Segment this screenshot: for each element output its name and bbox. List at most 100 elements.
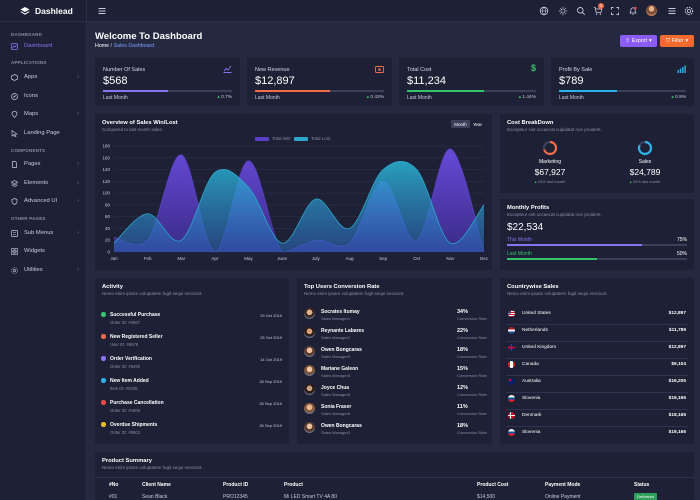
user-rate: 11% [457,404,468,410]
y-tick-label: 60 [105,214,111,219]
list-item[interactable]: Order Verification Order ID: #6290 14 Oct … [95,354,289,374]
user-rate-label: Conversion Rate [457,335,487,340]
sun-icon[interactable] [558,6,568,16]
sidebar-item-sub-menus[interactable]: Sub Menus › [0,227,87,239]
avatar [304,422,315,433]
activity-sub-text: User ID: #8976 [110,342,139,347]
stat-change: ▴ 1.44% [519,95,536,100]
brand[interactable]: Dashlead [0,0,86,22]
y-tick-label: 40 [105,226,111,231]
hamburger-menu-icon[interactable] [97,6,107,16]
stat-change: ▴ 0.43% [367,95,384,100]
status-dot [101,356,106,361]
list-item[interactable]: Joyce Chua Sales Manager5 12% Conversion Ra… [297,384,492,404]
tab-year[interactable]: Year [472,121,483,127]
sidebar-item-landing-page[interactable]: Landing Page [0,127,87,139]
country-value: $19,165 [668,396,686,401]
sidebar-item-label: Sub Menus [24,230,54,236]
legend-swatch-win [255,137,269,141]
sales-donut [637,140,653,156]
cost-subtitle: Excepteur sint occaecat cupidatat non pr… [507,127,602,132]
sidebar-item-label: Dashboard [24,43,53,49]
activity-date: 25 Sep 2019 [259,401,282,406]
list-item[interactable]: Successful Purchase Order ID: #4567 29 Oct… [95,310,289,330]
list-item[interactable]: Sonia Fraser Sales Manager6 11% Conversion … [297,403,492,423]
sidebar-item-apps[interactable]: Apps › [0,71,87,83]
gear-icon[interactable] [684,6,694,16]
user-avatar[interactable] [646,5,657,16]
sidebar-item-elements[interactable]: Elements › [0,177,87,189]
sidebar-item-label: Advanced UI [24,198,58,204]
list-item[interactable]: Reynante Labares Sales Manager2 22% Convers… [297,327,492,347]
activity-date: 28 Sep 2019 [259,379,282,384]
list-item[interactable]: United States $12,897 [500,309,694,326]
list-item[interactable]: Denmark $18,165 [500,411,694,428]
dashboard-icon [11,42,18,50]
nav-caption-dashboard: DASHBOARD [11,32,43,37]
stat-title: Total Cost [407,67,432,73]
chevron-right-icon: › [77,161,79,167]
list-item[interactable]: Owen Bongcaras Sales Manager3 18% Conversio… [297,346,492,366]
sidebar-item-label: Elements [24,180,49,186]
table-header-no: #No [109,482,119,488]
y-tick-label: 100 [102,191,110,196]
list-item[interactable]: Slovenia $19,165 [500,428,694,445]
sidebar-item-pages[interactable]: Pages › [0,158,87,170]
profit-subtitle: Excepteur sint occaecat cupidatat non pr… [507,212,602,217]
stat-foot: Last Month [255,95,280,101]
marketing-foot: ▴ 34% last month [520,179,580,184]
sidebar-item-maps[interactable]: Maps › [0,108,87,120]
overview-title: Overview of Sales Win/Lost [102,120,178,126]
globe-icon[interactable] [539,6,549,16]
list-menu-icon[interactable] [667,6,677,16]
filter-button[interactable]: ⛉ Filter ▾ [660,35,694,47]
sidebar-item-widgets[interactable]: Widgets [0,245,87,257]
user-role: Sales Manager6 [321,411,351,416]
list-item[interactable]: Socrates Itumay Sales Manager1 34% Conversi… [297,308,492,328]
stat-change-value: 0.7% [221,95,232,100]
fullscreen-icon[interactable] [610,6,620,16]
country-name: Netherlands [522,328,548,333]
flag-uk-icon [508,344,515,351]
nav-caption-components: COMPONENTS [11,148,46,153]
marketing-donut [542,140,558,156]
filter-icon: ⛉ [665,37,670,44]
search-icon[interactable] [576,6,586,16]
country-value: $12,897 [668,345,686,350]
arrow-up-icon: ▴ [366,95,370,100]
row-divider [506,340,688,341]
sidebar-item-label: Utilities [24,267,43,273]
table-cell-client: Sean Black [142,494,168,500]
sidebar-item-icons[interactable]: Icons [0,90,87,102]
sidebar-item-advanced-ui[interactable]: Advanced UI › [0,195,87,207]
y-tick-label: 20 [105,238,111,243]
list-item[interactable]: Canada $9,104 [500,360,694,377]
bell-icon[interactable] [628,6,638,16]
list-item[interactable]: Purchase Cancellation Order ID: #1905 25 S… [95,398,289,418]
table-cell-cost: $14,500 [477,494,496,500]
list-item[interactable]: Netherlands $11,789 [500,326,694,343]
export-button[interactable]: ⇪ Export ▾ [620,35,657,47]
caret-down-icon: ▾ [685,38,689,44]
list-item[interactable]: Overdue Shipments Order ID: #8902 26 Sep 2… [95,420,289,440]
avatar [304,384,315,395]
y-tick-label: 120 [102,179,110,184]
tab-month[interactable]: Month [451,120,470,128]
breadcrumb-home[interactable]: Home [95,43,110,49]
legend-label-win: Total Win [272,136,291,141]
activity-title-text: New Registered Seller [110,334,163,340]
x-tick-label: Oct [413,256,421,261]
arrow-up-icon: ▴ [671,95,674,100]
list-item[interactable]: Mariane Galeon Sales Manager4 15% Conversio… [297,365,492,385]
filter-label: Filter [671,38,684,44]
sidebar-item-utilities[interactable]: Utilities › [0,264,87,276]
list-item[interactable]: Australia $16,205 [500,377,694,394]
list-item[interactable]: Owen Bongcaras Sales Manager3 18% Conversio… [297,422,492,442]
list-item[interactable]: Slovenia $19,165 [500,394,694,411]
list-item[interactable]: New Item Added Item ID: #0235 28 Sep 2019 [95,376,289,396]
list-item[interactable]: United Kingdom $12,897 [500,343,694,360]
sales-value: $24,789 [629,167,661,177]
list-item[interactable]: New Registered Seller User ID: #8976 25 Oc… [95,332,289,352]
sidebar-item-dashboard[interactable]: Dashboard [0,40,87,52]
cart-icon[interactable] [593,6,603,16]
